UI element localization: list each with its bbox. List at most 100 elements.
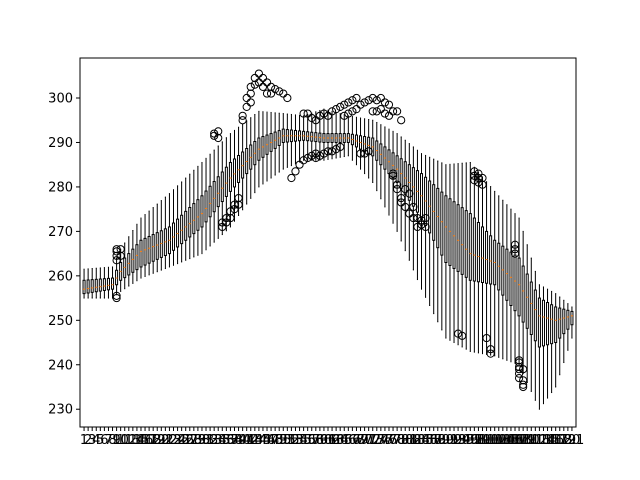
box-30 (200, 161, 204, 255)
outlier-point (311, 153, 320, 163)
outlier-point (393, 185, 402, 194)
box-3 (90, 268, 94, 299)
box-body (452, 201, 456, 269)
x-tick-label: 36 (218, 433, 235, 448)
box-body (501, 245, 505, 296)
box-72 (371, 119, 375, 183)
outlier-point (315, 151, 324, 160)
outlier-point (348, 96, 357, 105)
plot-area (82, 69, 574, 410)
outlier-point (315, 111, 324, 120)
outlier-point (393, 180, 402, 189)
outlier-point (519, 376, 528, 385)
x-tick-label: 84 (413, 433, 430, 448)
outlier-point (368, 93, 377, 103)
box-body (570, 310, 574, 326)
box-body (135, 244, 139, 271)
box-74 (379, 124, 383, 200)
outlier-point (482, 333, 491, 343)
box-82 (411, 146, 415, 271)
x-tick-label: 3 (88, 433, 96, 448)
box-body (464, 210, 468, 278)
x-tick-label: 68 (348, 433, 365, 448)
x-tick-label: 52 (283, 433, 300, 448)
box-13 (131, 229, 135, 284)
outlier-point (401, 202, 410, 212)
box-body (533, 289, 537, 342)
outlier-point (258, 73, 268, 83)
x-tick-label: 45 (255, 433, 272, 448)
y-tick-label: 300 (48, 92, 73, 107)
outlier-point (519, 382, 528, 392)
box-body (485, 230, 489, 284)
outlier-point (413, 222, 422, 232)
box-body (480, 226, 485, 284)
outlier-point (519, 380, 528, 389)
box-body (204, 190, 208, 223)
box-body (98, 278, 102, 292)
outlier-point (478, 173, 487, 183)
box-86 (428, 156, 432, 306)
x-tick-label: 50 (275, 433, 292, 448)
outlier-point (112, 291, 121, 300)
outlier-point (510, 240, 520, 249)
outlier-point (112, 245, 121, 254)
box-45 (261, 111, 265, 185)
outlier-point (510, 245, 520, 254)
outlier-point (287, 173, 296, 183)
x-tick-label: 96 (462, 433, 479, 448)
box-100 (485, 181, 489, 355)
x-tick-label: 57 (303, 433, 320, 448)
box-body (513, 254, 517, 312)
x-tick-label: 82 (405, 433, 422, 448)
x-tick-label: 79 (393, 433, 410, 448)
y-tick-label: 230 (48, 403, 73, 418)
outlier-point (299, 156, 308, 165)
box-69 (359, 117, 363, 170)
box-120 (566, 303, 570, 351)
x-tick-label: 26 (177, 433, 194, 448)
outlier-point (344, 109, 353, 118)
box-36 (224, 137, 228, 232)
box-67 (350, 116, 354, 161)
box-body (111, 277, 115, 290)
x-tick-label: 81 (401, 433, 418, 448)
outlier-point (222, 213, 231, 223)
box-body (151, 234, 155, 262)
outlier-point (364, 96, 373, 105)
outlier-point (214, 127, 223, 136)
x-tick-label: 117 (543, 433, 568, 448)
outlier-point (514, 356, 524, 365)
outlier-point (474, 178, 483, 187)
outlier-point (368, 107, 377, 116)
x-tick-label: 111 (519, 433, 544, 448)
x-axis-ticks: 1234567891011121314151617181920212223242… (80, 427, 584, 448)
box-92 (452, 163, 456, 344)
outlier-point (266, 82, 276, 91)
box-119 (562, 299, 566, 364)
x-tick-label: 107 (503, 433, 528, 448)
outlier-point (519, 365, 528, 374)
outlier-point (279, 89, 288, 98)
outlier-point (258, 82, 268, 91)
outlier-point (303, 109, 312, 118)
box-17 (147, 210, 151, 276)
x-tick-label: 49 (271, 433, 288, 448)
box-26 (184, 177, 188, 261)
box-114 (541, 286, 545, 405)
box-59 (318, 109, 322, 161)
y-tick-label: 260 (48, 269, 73, 284)
y-tick-label: 250 (48, 314, 73, 329)
box-body (472, 217, 476, 282)
box-body (220, 171, 224, 203)
box-body (184, 210, 188, 241)
outlier-point (303, 153, 312, 163)
x-tick-label: 6 (100, 433, 108, 448)
outlier-point (384, 111, 394, 120)
x-tick-label: 28 (186, 433, 203, 448)
x-tick-label: 24 (169, 433, 186, 448)
box-105 (505, 204, 509, 361)
box-75 (383, 126, 387, 208)
x-tick-label: 112 (523, 433, 548, 448)
box-93 (456, 163, 460, 346)
